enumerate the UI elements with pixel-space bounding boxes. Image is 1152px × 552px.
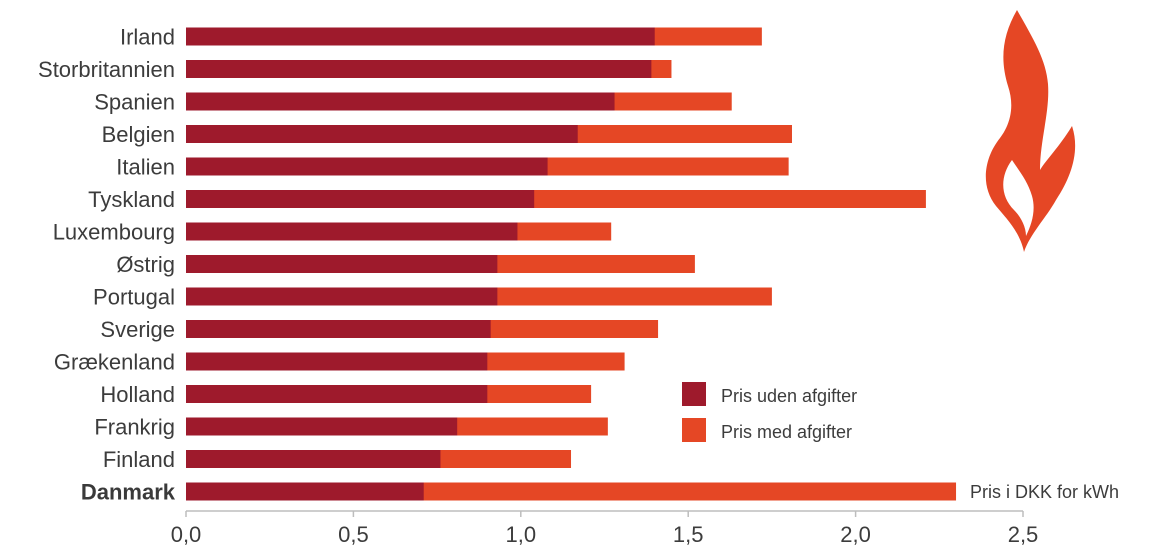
bar-base-1 [186, 60, 652, 78]
category-label-4: Italien [116, 155, 175, 180]
bar-base-12 [186, 417, 458, 436]
bar-base-10 [186, 352, 488, 371]
bar-base-7 [186, 255, 498, 273]
category-label-7: Østrig [116, 252, 175, 277]
x-tick-label-0: 0,0 [171, 522, 202, 547]
x-tick-label-5: 2,5 [1008, 522, 1039, 547]
x-tick-label-2: 1,0 [506, 522, 537, 547]
x-tick-label-4: 2,0 [840, 522, 871, 547]
bar-base-9 [186, 320, 491, 338]
x-axis: 0,0 0,5 1,0 1,5 2,0 2,5 [171, 510, 1039, 547]
legend-swatch-series-2 [682, 418, 706, 442]
bar-base-8 [186, 287, 498, 306]
category-label-10: Grækenland [54, 350, 175, 375]
legend-label-series-1: Pris uden afgifter [721, 386, 857, 406]
bar-base-13 [186, 450, 441, 468]
legend-swatch-series-1 [682, 382, 706, 406]
category-label-1: Storbritannien [38, 57, 175, 82]
bar-base-3 [186, 125, 578, 143]
unit-label: Pris i DKK for kWh [970, 482, 1119, 502]
category-label-2: Spanien [94, 90, 175, 115]
category-label-9: Sverige [100, 317, 175, 342]
category-labels: Irland Storbritannien Spanien Belgien Italie… [38, 25, 176, 505]
bar-base-11 [186, 385, 488, 403]
bars-group [186, 27, 957, 501]
bar-base-2 [186, 92, 615, 111]
category-label-8: Portugal [93, 285, 175, 310]
flame-icon [985, 10, 1076, 252]
x-tick-label-3: 1,5 [673, 522, 704, 547]
category-label-11: Holland [100, 382, 175, 407]
flame-icon-inner [1003, 160, 1034, 236]
bar-base-6 [186, 222, 518, 241]
legend: Pris uden afgifter Pris med afgifter [682, 382, 857, 442]
bar-base-0 [186, 27, 655, 46]
legend-label-series-2: Pris med afgifter [721, 422, 852, 442]
category-label-5: Tyskland [88, 187, 175, 212]
category-label-14: Danmark [81, 480, 176, 505]
category-label-0: Irland [120, 25, 175, 50]
category-label-13: Finland [103, 447, 175, 472]
bar-base-5 [186, 190, 535, 208]
bar-base-4 [186, 157, 548, 176]
x-tick-label-1: 0,5 [338, 522, 369, 547]
category-label-6: Luxembourg [53, 220, 175, 245]
bar-base-14 [186, 482, 424, 501]
category-label-3: Belgien [102, 122, 175, 147]
category-label-12: Frankrig [94, 415, 175, 440]
